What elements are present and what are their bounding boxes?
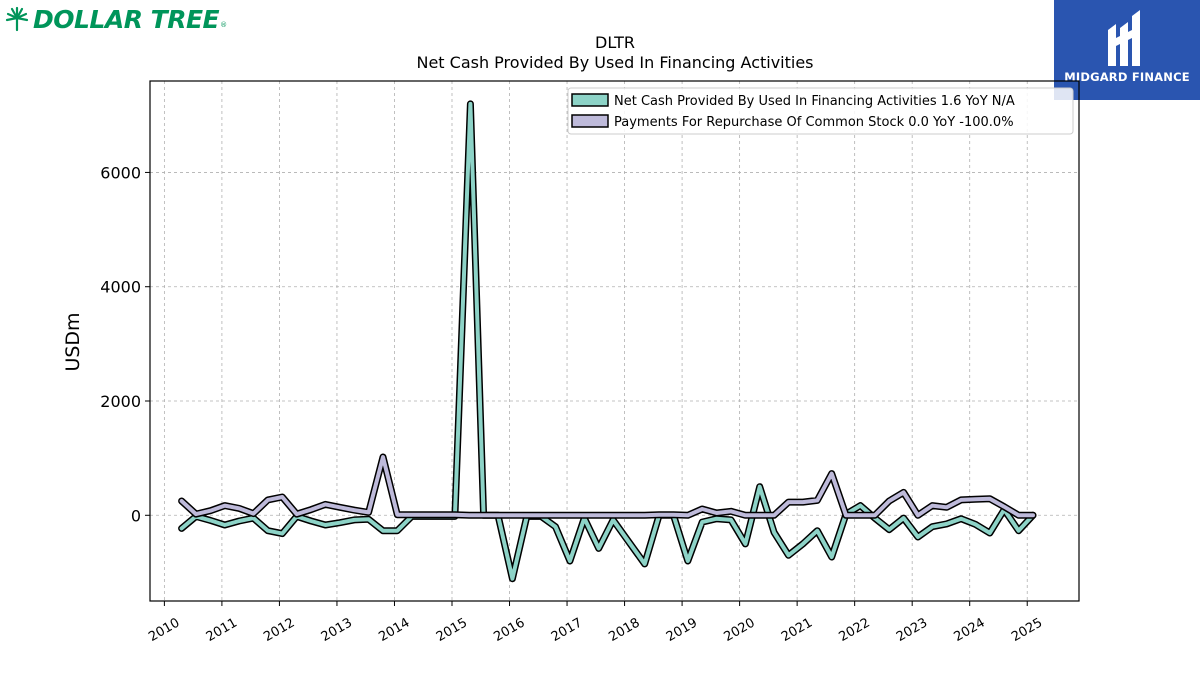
x-tick-label: 2019 (664, 615, 700, 645)
x-tick-label: 2016 (491, 615, 527, 645)
legend-entry-label: Net Cash Provided By Used In Financing A… (614, 94, 1015, 109)
legend-entry-label: Payments For Repurchase Of Common Stock … (614, 115, 1014, 130)
x-tick-label: 2020 (721, 615, 757, 645)
legend-swatch (571, 93, 609, 107)
x-tick-label: 2014 (376, 615, 412, 645)
series-lines (178, 100, 1037, 583)
y-axis-ticks: 0 2000 4000 6000 (100, 163, 150, 525)
x-tick-label: 2010 (146, 615, 182, 645)
x-tick-label: 2021 (779, 615, 815, 645)
chart-title: DLTR (595, 33, 635, 52)
chart-subtitle: Net Cash Provided By Used In Financing A… (416, 53, 813, 72)
registered-mark: ® (220, 21, 228, 29)
x-axis-ticks: 2010 2011 2012 2013 2014 2015 2016 2017 2018 2019… (146, 601, 1045, 645)
legend: Net Cash Provided By Used In Financing A… (567, 87, 1074, 135)
series-outline (178, 453, 1037, 519)
series-line (179, 101, 1035, 581)
y-tick-label: 6000 (100, 163, 141, 182)
x-tick-label: 2022 (836, 615, 872, 645)
x-tick-label: 2011 (204, 615, 240, 645)
y-tick-label: 0 (131, 506, 141, 525)
y-tick-label: 2000 (100, 392, 141, 411)
legend-box (567, 87, 1074, 135)
x-tick-label: 2017 (549, 615, 585, 645)
x-tick-label: 2018 (606, 615, 642, 645)
midgard-finance-wordmark: MIDGARD FINANCE (1064, 70, 1190, 84)
x-tick-label: 2024 (952, 615, 988, 645)
legend-swatch (571, 114, 609, 128)
x-tick-label: 2015 (434, 615, 470, 645)
x-tick-label: 2013 (319, 615, 355, 645)
x-tick-label: 2012 (261, 615, 297, 645)
series-line (179, 455, 1035, 518)
tree-icon (5, 6, 29, 32)
y-tick-label: 4000 (100, 278, 141, 297)
dollar-tree-wordmark: DOLLAR TREE (33, 4, 220, 34)
dollar-tree-logo: DOLLAR TREE ® (4, 4, 227, 34)
midgard-finance-logo: MIDGARD FINANCE (1054, 0, 1200, 100)
plot-frame (149, 80, 1080, 602)
midgard-emblem-icon (1108, 10, 1140, 66)
y-axis-label: USDm (62, 312, 84, 371)
x-tick-label: 2025 (1009, 615, 1045, 645)
x-tick-label: 2023 (894, 615, 930, 645)
